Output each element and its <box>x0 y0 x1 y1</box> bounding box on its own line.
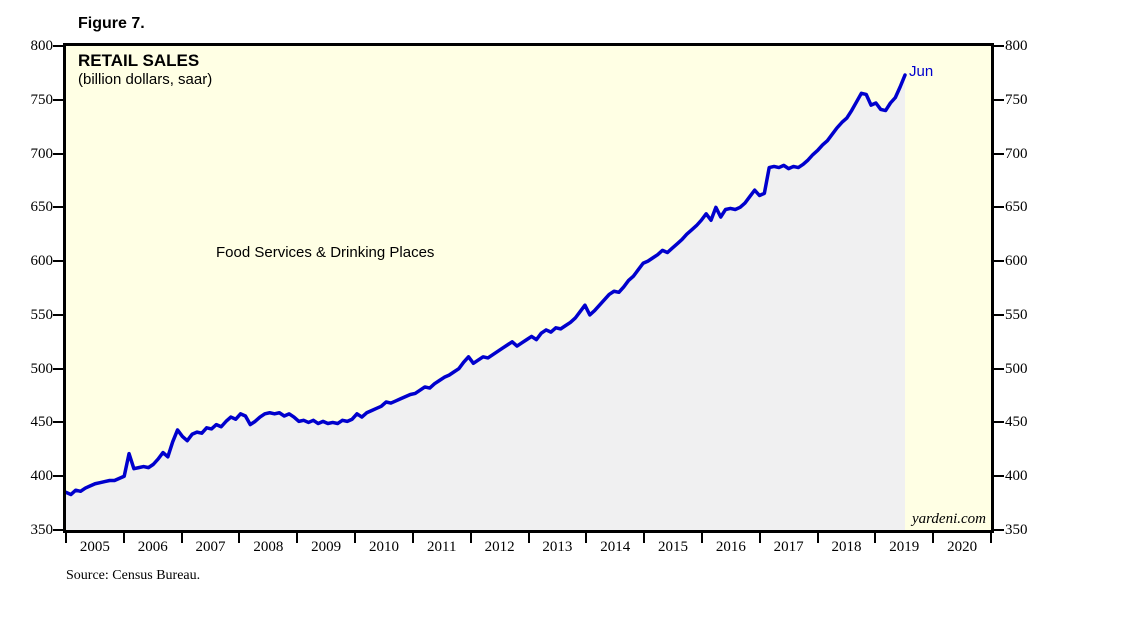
x-axis-tick <box>874 533 877 543</box>
x-axis-tick <box>643 533 646 543</box>
y-axis-label-right: 400 <box>1005 468 1028 485</box>
x-axis-year-label: 2008 <box>253 539 284 555</box>
x-axis-year-label: 2011 <box>427 539 457 555</box>
y-axis-label-right: 550 <box>1005 306 1028 323</box>
y-axis-label-left: 400 <box>30 468 54 485</box>
y-axis-label-left: 700 <box>30 145 54 162</box>
y-axis-label-left: 450 <box>30 414 54 431</box>
x-axis-year-label: 2014 <box>600 539 631 555</box>
series-area-fill <box>66 75 905 530</box>
last-point-month-label: Jun <box>909 63 934 80</box>
y-axis-tick-left <box>53 421 63 424</box>
x-axis-tick <box>354 533 357 543</box>
y-axis-label-right: 600 <box>1005 253 1028 270</box>
x-axis-year-label: 2017 <box>773 539 804 555</box>
figure-number-label: Figure 7. <box>78 15 145 32</box>
series-line <box>66 73 907 497</box>
x-axis-year-label: 2016 <box>715 539 746 555</box>
x-axis-year-label: 2019 <box>889 539 920 555</box>
x-axis-year-label: 2018 <box>831 539 862 555</box>
y-axis-tick-right <box>994 367 1004 370</box>
y-axis-label-left: 750 <box>30 91 54 108</box>
y-axis-tick-left <box>53 367 63 370</box>
y-axis-label-right: 500 <box>1005 360 1028 377</box>
x-axis-tick <box>758 533 761 543</box>
y-axis-tick-right <box>994 475 1004 478</box>
plot-area: RETAIL SALES (billion dollars, saar) Foo… <box>63 43 994 533</box>
chart-subtitle: (billion dollars, saar) <box>78 71 213 88</box>
y-axis-label-right: 650 <box>1005 199 1028 216</box>
source-note: Source: Census Bureau. <box>66 568 201 583</box>
y-axis-label-left: 550 <box>30 306 54 323</box>
y-axis-label-right: 350 <box>1005 522 1028 538</box>
y-axis-label-left: 600 <box>30 253 54 270</box>
x-axis-year-label: 2009 <box>311 539 342 555</box>
y-axis-tick-left <box>53 152 63 155</box>
y-axis-label-right: 450 <box>1005 414 1028 431</box>
y-axis-label-left: 500 <box>30 360 54 377</box>
x-axis-year-label: 2015 <box>658 539 689 555</box>
series-label: Food Services & Drinking Places <box>216 244 435 261</box>
x-axis-tick <box>585 533 588 543</box>
x-axis-year-label: 2013 <box>542 539 573 555</box>
y-axis-tick-left <box>53 260 63 263</box>
y-axis-tick-left <box>53 529 63 531</box>
x-axis-year-label: 2012 <box>484 539 515 555</box>
x-axis-tick <box>180 533 183 543</box>
x-axis-tick <box>65 533 67 543</box>
y-axis-label-left: 800 <box>30 38 54 54</box>
x-axis-year-label: 2005 <box>79 539 110 555</box>
x-axis-year-label: 2006 <box>137 539 168 555</box>
y-axis-tick-right <box>994 98 1004 101</box>
y-axis-label-right: 750 <box>1005 91 1028 108</box>
x-axis-tick <box>932 533 935 543</box>
y-axis-tick-right <box>994 206 1004 209</box>
y-axis-label-right: 800 <box>1005 38 1028 54</box>
y-axis-tick-right <box>994 152 1004 155</box>
y-axis-tick-right <box>994 529 1004 531</box>
y-axis-label-left: 350 <box>30 522 54 538</box>
x-axis-year-label: 2007 <box>195 539 226 555</box>
x-axis-tick <box>990 533 992 543</box>
y-axis-tick-left <box>53 206 63 209</box>
y-axis-label-left: 650 <box>30 199 54 216</box>
y-axis-tick-right <box>994 421 1004 424</box>
x-axis-tick <box>816 533 819 543</box>
x-axis-tick <box>238 533 241 543</box>
x-axis-tick <box>527 533 530 543</box>
chart-title: RETAIL SALES <box>78 51 200 70</box>
y-axis-tick-right <box>994 260 1004 263</box>
x-axis-tick <box>469 533 472 543</box>
x-axis-year-label: 2010 <box>368 539 399 555</box>
y-axis-tick-right <box>994 45 1004 47</box>
x-axis-tick <box>411 533 414 543</box>
y-axis-tick-left <box>53 475 63 478</box>
x-axis-tick <box>122 533 125 543</box>
y-axis-tick-left <box>53 98 63 101</box>
y-axis-tick-left <box>53 313 63 316</box>
y-axis-label-right: 700 <box>1005 145 1028 162</box>
retail-sales-area-chart <box>66 46 991 530</box>
x-axis-tick <box>700 533 703 543</box>
yardeni-watermark: yardeni.com <box>911 511 986 527</box>
x-axis-tick <box>296 533 299 543</box>
x-axis-year-label: 2020 <box>947 539 978 555</box>
y-axis-tick-left <box>53 45 63 47</box>
y-axis-tick-right <box>994 313 1004 316</box>
